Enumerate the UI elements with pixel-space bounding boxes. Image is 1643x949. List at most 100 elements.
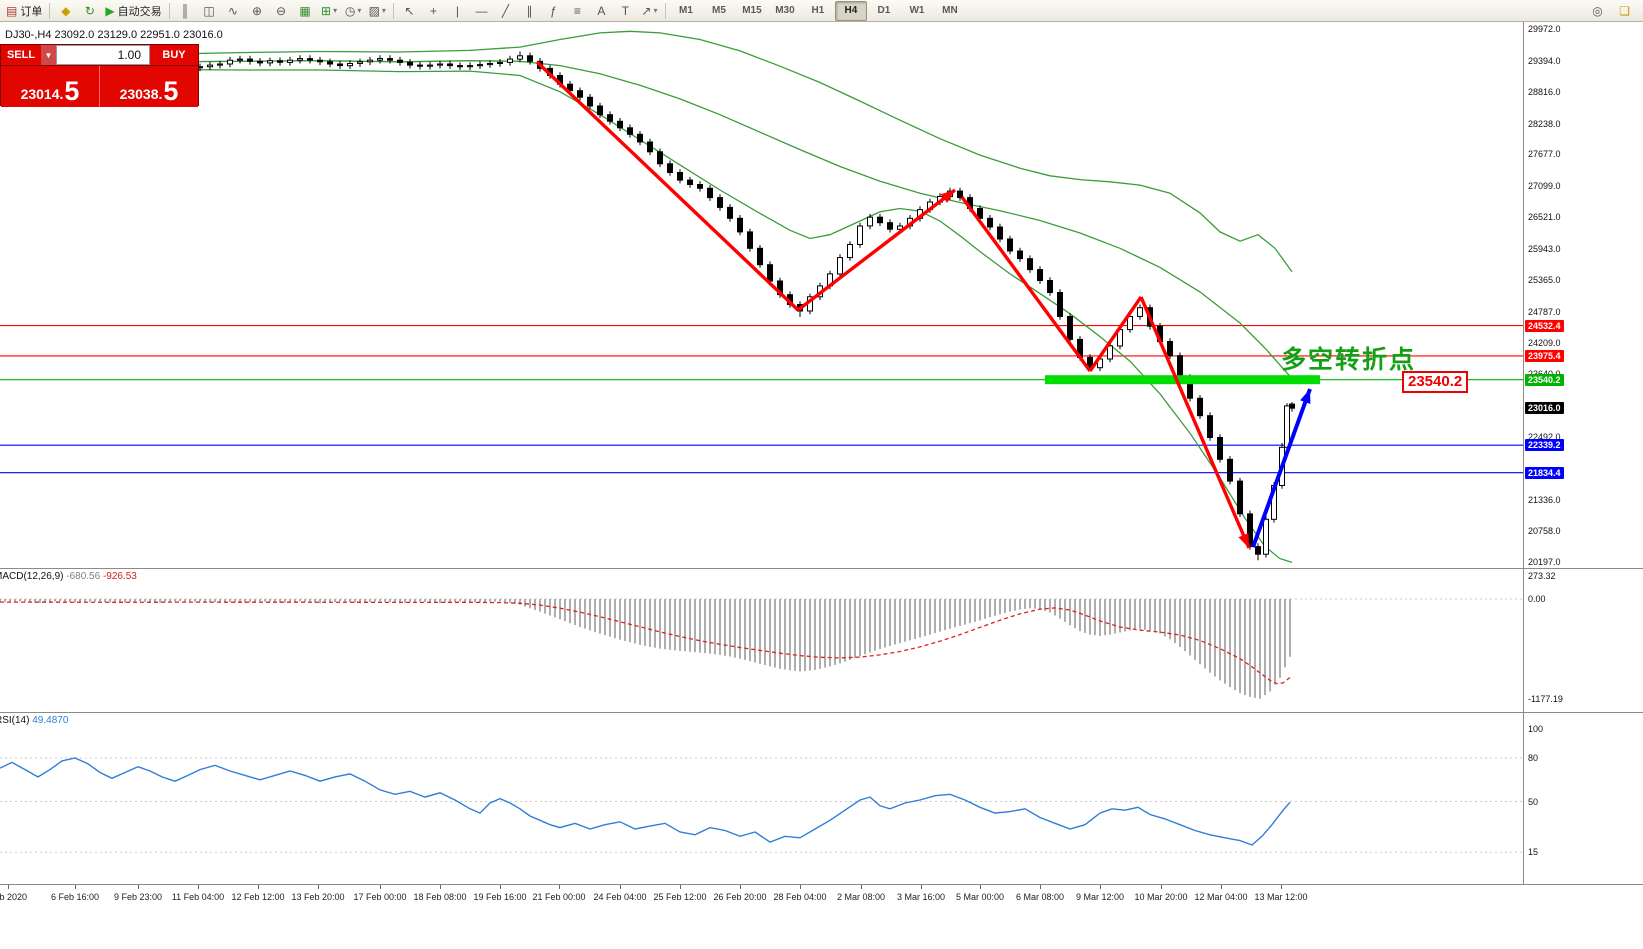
timeframe-d1[interactable]: D1 bbox=[868, 1, 900, 21]
turning-point-annotation: 多空转折点 bbox=[1281, 346, 1417, 374]
vertical-line-icon-glyph: | bbox=[455, 3, 459, 18]
price-level-label: 24532.4 bbox=[1525, 320, 1564, 332]
tile-windows-icon[interactable]: ▦ bbox=[294, 1, 317, 21]
autotrading-button-label: 自动交易 bbox=[117, 5, 162, 18]
sell-price[interactable]: 23014. 5 bbox=[1, 66, 100, 107]
main-chart-canvas[interactable]: DJ30-,H4 23092.0 23129.0 22951.0 23016.0… bbox=[0, 22, 1523, 568]
time-label: 25 Feb 12:00 bbox=[653, 892, 707, 902]
profile-icon[interactable]: ◆ bbox=[54, 1, 77, 21]
trend-arrows bbox=[535, 60, 1312, 549]
time-axis[interactable]: Feb 2020 6 Feb 16:00 9 Feb 23:00 11 Feb 04:… bbox=[0, 885, 1643, 909]
toolbar: ▤ 订单 ◆ ↻ ▶ 自动交易 ║ ◫ ∿ ⊕ ⊖ ▦ ⊞ ▾ ◷ ▾ ▨ ▾ ↖ + | — ╱ ∥ ƒ ≡ A T ↗ ▾ M1 M5 M1… bbox=[0, 0, 1643, 22]
time-label: 28 Feb 04:00 bbox=[773, 892, 827, 902]
timeframe-w1-glyph: W1 bbox=[909, 5, 925, 16]
time-tick-mark bbox=[75, 885, 76, 889]
time-label: 17 Feb 00:00 bbox=[353, 892, 407, 902]
label-icon[interactable]: T bbox=[614, 1, 637, 21]
time-tick-mark bbox=[8, 885, 9, 889]
time-tick-mark bbox=[138, 885, 139, 889]
volume-input[interactable]: 1.00 bbox=[56, 45, 150, 65]
buy-price[interactable]: 23038. 5 bbox=[100, 66, 198, 107]
price-tick: 26521.0 bbox=[1528, 212, 1561, 222]
text-icon-glyph: A bbox=[597, 3, 606, 18]
time-label: 18 Feb 08:00 bbox=[413, 892, 467, 902]
time-tick-mark bbox=[559, 885, 560, 889]
vertical-line-icon[interactable]: | bbox=[446, 1, 469, 21]
bar-chart-icon[interactable]: ║ bbox=[174, 1, 197, 21]
price-tick: 24209.0 bbox=[1528, 338, 1561, 348]
toolbar-separator bbox=[49, 2, 51, 19]
divider-macd-rsi[interactable] bbox=[0, 712, 1643, 713]
divider-chart-macd[interactable] bbox=[0, 568, 1643, 569]
timeframe-w1[interactable]: W1 bbox=[901, 1, 933, 21]
macd-axis-tick: -1177.19 bbox=[1528, 694, 1563, 704]
time-tick-mark bbox=[980, 885, 981, 889]
timeframe-m1[interactable]: M1 bbox=[670, 1, 702, 21]
autotrading-button[interactable]: ▶ 自动交易 bbox=[102, 1, 164, 21]
buy-button[interactable]: BUY bbox=[150, 45, 198, 65]
time-tick-mark bbox=[861, 885, 862, 889]
time-tick-mark bbox=[440, 885, 441, 889]
volume-dropdown-icon[interactable]: ▼ bbox=[41, 45, 56, 65]
time-label: 19 Feb 16:00 bbox=[473, 892, 527, 902]
candlestick-chart[interactable] bbox=[0, 22, 1523, 568]
rsi-axis-tick: 15 bbox=[1528, 847, 1539, 857]
timeframe-h1[interactable]: H1 bbox=[802, 1, 834, 21]
sell-button[interactable]: SELL bbox=[1, 45, 41, 65]
indicators-icon-glyph: ⊞ bbox=[321, 3, 332, 18]
crosshair-icon[interactable]: + bbox=[422, 1, 445, 21]
price-tick: 21336.0 bbox=[1528, 495, 1561, 505]
timeframe-m30[interactable]: M30 bbox=[769, 1, 801, 21]
price-tick: 27677.0 bbox=[1528, 149, 1561, 159]
zoom-out-icon[interactable]: ⊖ bbox=[270, 1, 293, 21]
refresh-icon[interactable]: ↻ bbox=[78, 1, 101, 21]
timeframe-h4-glyph: H4 bbox=[844, 5, 858, 16]
timeframe-m15[interactable]: M15 bbox=[736, 1, 768, 21]
search-icon[interactable]: ◎ bbox=[1592, 3, 1603, 18]
cursor-icon[interactable]: ↖ bbox=[398, 1, 421, 21]
candlestick-icon[interactable]: ◫ bbox=[198, 1, 221, 21]
candles-layer bbox=[0, 51, 1295, 561]
divider-rsi-timeaxis bbox=[0, 884, 1643, 885]
price-tick: 20197.0 bbox=[1528, 557, 1561, 567]
macd-axis[interactable]: 273.32 0.00 -1177.19 bbox=[1524, 569, 1642, 712]
templates-icon[interactable]: ▨ ▾ bbox=[366, 1, 389, 21]
fibonacci-icon-glyph: ƒ bbox=[550, 3, 557, 18]
time-tick-mark bbox=[740, 885, 741, 889]
zoom-in-icon[interactable]: ⊕ bbox=[246, 1, 269, 21]
trendline-icon[interactable]: ╱ bbox=[494, 1, 517, 21]
horizontal-line-icon[interactable]: — bbox=[470, 1, 493, 21]
text-icon[interactable]: A bbox=[590, 1, 613, 21]
macd-panel[interactable]: MACD(12,26,9) -680.56 -926.53 bbox=[0, 569, 1523, 712]
timeframe-mn[interactable]: MN bbox=[934, 1, 966, 21]
indicators-icon[interactable]: ⊞ ▾ bbox=[318, 1, 341, 21]
new-order-button-label: 订单 bbox=[20, 5, 43, 18]
chat-icon[interactable]: ❏ bbox=[1619, 3, 1630, 18]
macd-axis-tick: 273.32 bbox=[1528, 571, 1556, 581]
price-axis[interactable]: 29972.0 29394.0 28816.0 28238.0 27677.0 27099… bbox=[1524, 22, 1642, 568]
time-label: 5 Mar 00:00 bbox=[955, 892, 1005, 902]
autotrading-button-glyph: ▶ bbox=[105, 3, 115, 18]
timeframe-m5[interactable]: M5 bbox=[703, 1, 735, 21]
shapes-icon[interactable]: ≡ bbox=[566, 1, 589, 21]
price-tick: 20758.0 bbox=[1528, 526, 1561, 536]
time-label: 24 Feb 04:00 bbox=[593, 892, 647, 902]
price-tick: 28238.0 bbox=[1528, 119, 1561, 129]
line-chart-icon[interactable]: ∿ bbox=[222, 1, 245, 21]
toolbar-right-group: ◎ ❏ bbox=[1586, 1, 1640, 21]
rsi-axis[interactable]: 100 80 50 15 bbox=[1524, 713, 1642, 884]
horizontal-line-icon-glyph: — bbox=[475, 3, 488, 18]
new-order-button[interactable]: ▤ 订单 bbox=[3, 1, 45, 21]
macd-axis-tick: 0.00 bbox=[1528, 594, 1546, 604]
timeframe-h4[interactable]: H4 bbox=[834, 0, 867, 21]
equidistant-channel-icon[interactable]: ∥ bbox=[518, 1, 541, 21]
rsi-panel[interactable]: RSI(14) 49.4870 bbox=[0, 713, 1523, 884]
price-tick: 25943.0 bbox=[1528, 244, 1561, 254]
periods-icon[interactable]: ◷ ▾ bbox=[342, 1, 365, 21]
fibonacci-icon[interactable]: ƒ bbox=[542, 1, 565, 21]
candlestick-icon-glyph: ◫ bbox=[203, 3, 215, 18]
time-tick-mark bbox=[680, 885, 681, 889]
arrows-icon[interactable]: ↗ ▾ bbox=[638, 1, 661, 21]
macd-signal-value: -926.53 bbox=[102, 571, 137, 582]
time-label: 3 Mar 16:00 bbox=[896, 892, 946, 902]
